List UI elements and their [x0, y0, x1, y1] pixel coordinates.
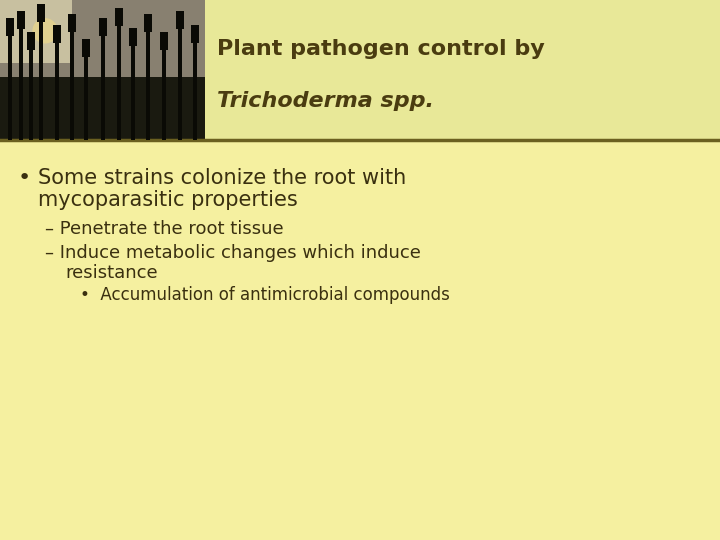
FancyBboxPatch shape	[8, 21, 12, 140]
Text: Plant pathogen control by: Plant pathogen control by	[217, 39, 545, 59]
Text: resistance: resistance	[65, 264, 158, 282]
FancyBboxPatch shape	[162, 35, 166, 140]
FancyBboxPatch shape	[19, 14, 22, 140]
FancyBboxPatch shape	[6, 18, 14, 36]
FancyBboxPatch shape	[53, 25, 61, 43]
FancyBboxPatch shape	[179, 14, 182, 140]
FancyBboxPatch shape	[55, 28, 60, 140]
FancyBboxPatch shape	[115, 8, 123, 26]
FancyBboxPatch shape	[29, 35, 32, 140]
FancyBboxPatch shape	[27, 32, 35, 50]
FancyBboxPatch shape	[68, 14, 76, 32]
FancyBboxPatch shape	[82, 39, 90, 57]
FancyBboxPatch shape	[39, 7, 43, 140]
FancyBboxPatch shape	[70, 17, 73, 140]
FancyBboxPatch shape	[117, 11, 121, 140]
FancyBboxPatch shape	[131, 31, 135, 140]
Text: •  Accumulation of antimicrobial compounds: • Accumulation of antimicrobial compound…	[80, 286, 450, 304]
FancyBboxPatch shape	[0, 0, 72, 63]
Text: Trichoderma spp.: Trichoderma spp.	[217, 91, 434, 111]
FancyBboxPatch shape	[143, 14, 152, 32]
Text: – Penetrate the root tissue: – Penetrate the root tissue	[45, 220, 284, 238]
FancyBboxPatch shape	[0, 0, 205, 77]
FancyBboxPatch shape	[37, 4, 45, 22]
FancyBboxPatch shape	[160, 32, 168, 50]
FancyBboxPatch shape	[145, 17, 150, 140]
FancyBboxPatch shape	[191, 25, 199, 43]
FancyBboxPatch shape	[84, 42, 88, 140]
FancyBboxPatch shape	[17, 11, 24, 29]
FancyBboxPatch shape	[176, 11, 184, 29]
FancyBboxPatch shape	[193, 28, 197, 140]
Text: mycoparasitic properties: mycoparasitic properties	[38, 190, 298, 210]
FancyBboxPatch shape	[0, 0, 720, 140]
Circle shape	[33, 19, 57, 43]
Text: – Induce metabolic changes which induce: – Induce metabolic changes which induce	[45, 244, 421, 262]
Text: •: •	[18, 168, 31, 188]
FancyBboxPatch shape	[0, 0, 205, 140]
FancyBboxPatch shape	[130, 28, 138, 46]
FancyBboxPatch shape	[101, 21, 104, 140]
Text: Some strains colonize the root with: Some strains colonize the root with	[38, 168, 406, 188]
FancyBboxPatch shape	[99, 18, 107, 36]
